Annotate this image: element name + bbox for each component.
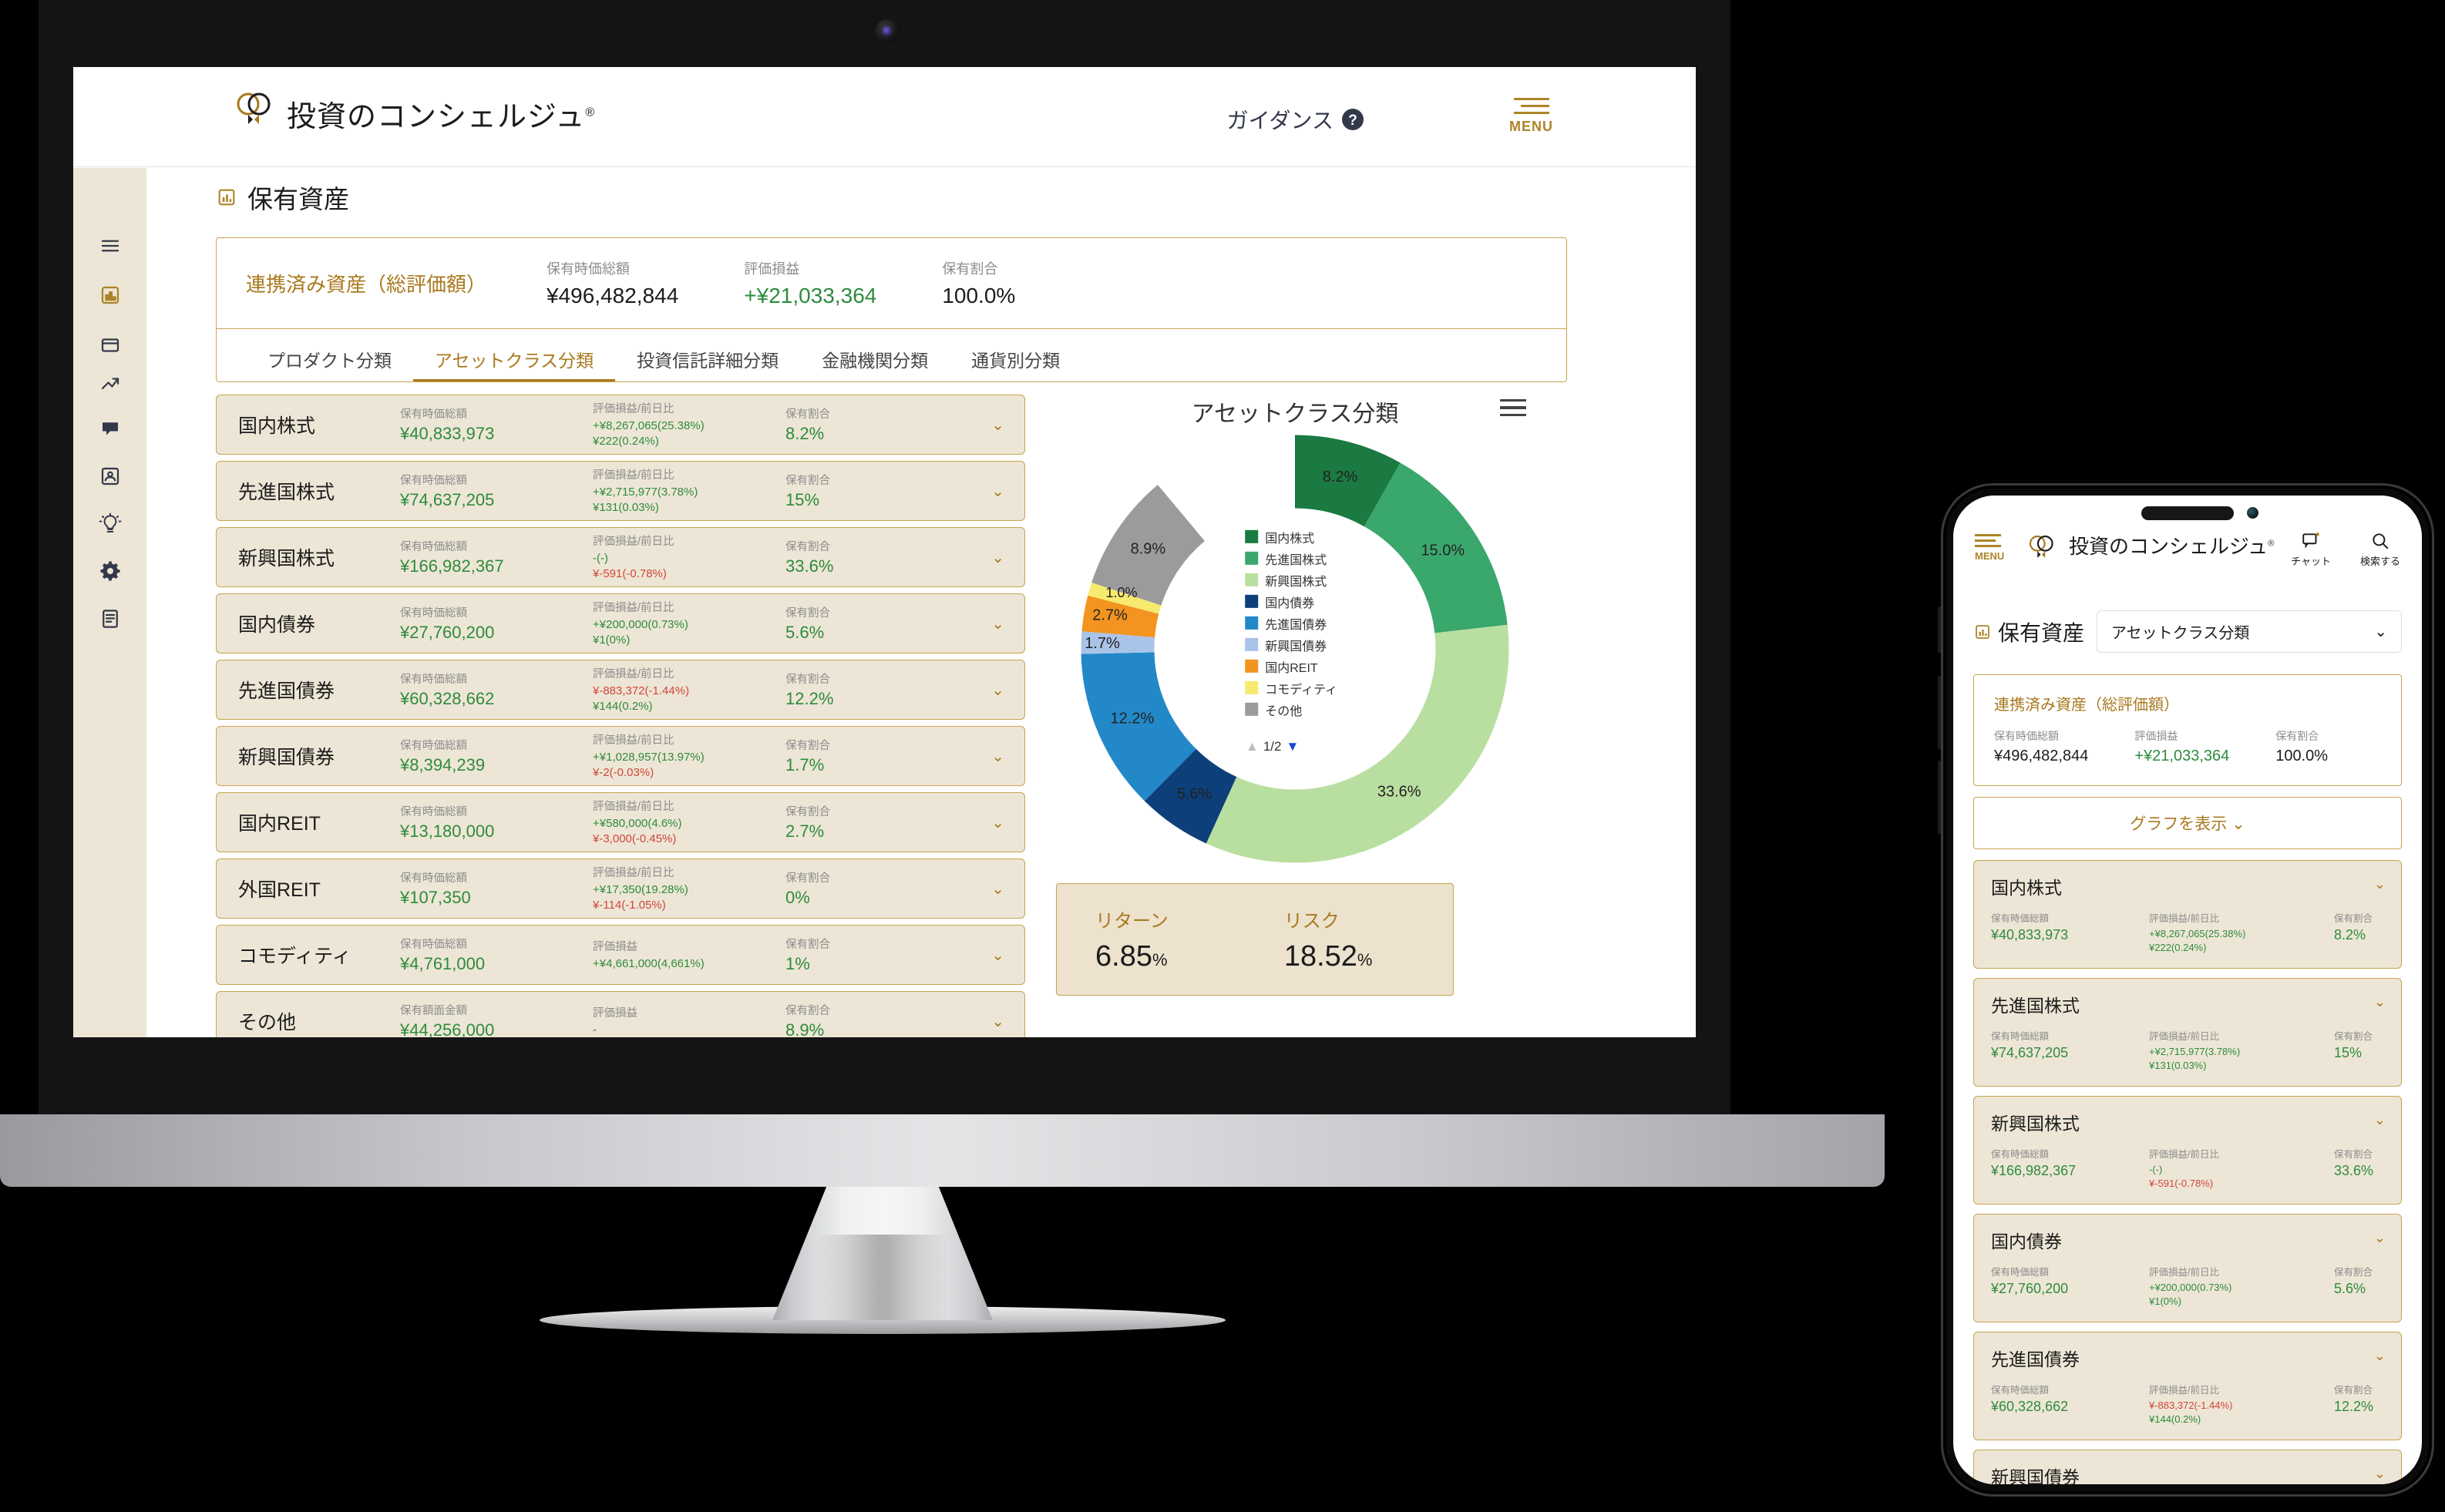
svg-text:?: ? [1348, 113, 1357, 129]
svg-text:1.7%: 1.7% [1085, 635, 1120, 652]
svg-text:2.7%: 2.7% [1092, 606, 1128, 623]
svg-text:8.9%: 8.9% [1131, 541, 1166, 558]
svg-text:1.0%: 1.0% [1105, 585, 1137, 600]
svg-text:8.2%: 8.2% [1323, 469, 1358, 486]
svg-text:15.0%: 15.0% [1421, 542, 1465, 559]
svg-text:12.2%: 12.2% [1111, 711, 1155, 727]
svg-text:5.6%: 5.6% [1177, 786, 1212, 803]
svg-text:33.6%: 33.6% [1377, 783, 1421, 800]
